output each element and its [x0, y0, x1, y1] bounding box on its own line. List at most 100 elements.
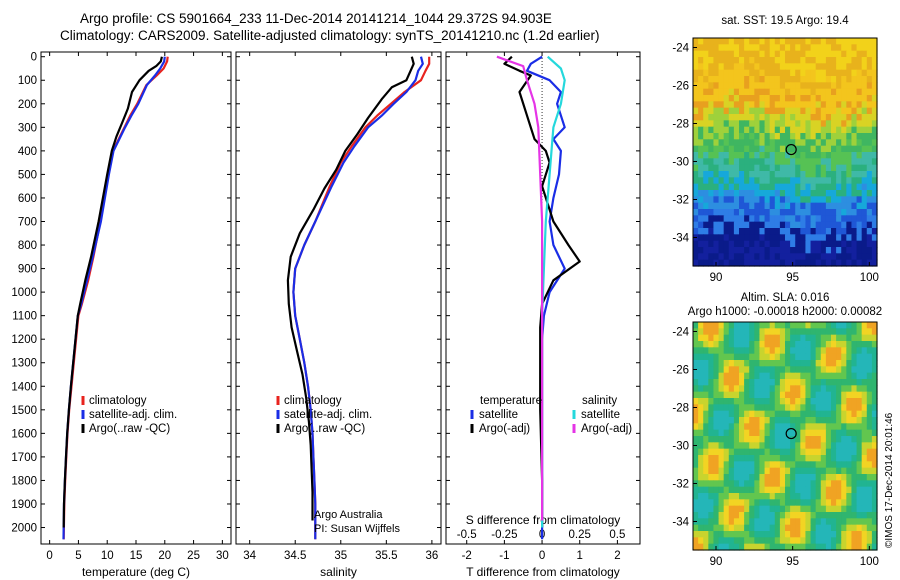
sla-map-cell: [733, 353, 740, 361]
temperature-x-tick-label: 15: [130, 550, 143, 562]
sla-map-cell: [856, 423, 863, 431]
sst-map-cell: [861, 38, 868, 45]
sla-map-cell: [810, 334, 817, 342]
sst-map-cell: [790, 57, 796, 64]
sst-map-cell: [836, 88, 842, 96]
sla-map-cell: [744, 404, 750, 412]
sla-map-cell: [708, 474, 715, 481]
sst-map-cell: [749, 259, 755, 267]
sst-map-cell: [841, 259, 847, 267]
sla-map-cell: [795, 518, 801, 526]
sst-map-cell: [795, 196, 801, 204]
sla-map-cell: [785, 429, 791, 437]
sst-map-cell: [754, 76, 761, 83]
sla-map-cell: [866, 366, 873, 374]
sst-map-cell: [805, 158, 812, 166]
sst-map-cell: [739, 221, 745, 229]
sst-map-cell: [795, 133, 801, 140]
sla-map-cell: [718, 531, 725, 538]
sla-map-cell: [693, 486, 699, 494]
sla-map-cell: [856, 334, 863, 342]
sst-map-cell: [779, 228, 786, 235]
sla-map-cell: [866, 442, 873, 450]
sst-map-cell: [861, 196, 868, 204]
sst-map-cell: [713, 158, 720, 166]
sla-map-cell: [831, 499, 837, 507]
sla-map-cell: [861, 461, 868, 469]
sla-map-cell: [785, 379, 791, 386]
sst-map-cell: [779, 139, 786, 147]
sla-map-cell: [820, 379, 827, 386]
sla-map-cell: [861, 347, 868, 355]
sst-map-cell: [703, 95, 709, 102]
sst-map-cell: [749, 63, 755, 71]
sst-map-cell: [708, 164, 715, 172]
sst-map-cell: [744, 57, 750, 64]
sla-map-cell: [810, 436, 817, 443]
sla-map-cell: [739, 372, 745, 380]
sst-map-cell: [749, 253, 755, 261]
sla-map-cell: [871, 442, 878, 450]
salinity-x-tick-label: 36: [425, 550, 438, 562]
sst-map-cell: [790, 107, 796, 115]
sla-map-cell: [708, 360, 715, 367]
sla-map-cell: [728, 372, 735, 380]
sst-map-cell: [703, 145, 709, 153]
sst-map-cell: [851, 171, 858, 178]
sla-map-cell: [723, 341, 730, 348]
sla-map-cell: [744, 493, 750, 500]
sla-map-cell: [871, 360, 878, 367]
sst-map-cell: [708, 253, 715, 261]
sst-map-cell: [779, 259, 786, 267]
sst-map-cell: [698, 50, 704, 58]
sla-map-cell: [749, 474, 755, 481]
sst-map-cell: [815, 171, 822, 178]
sst-map-cell: [713, 190, 720, 197]
sst-map-cell: [861, 133, 868, 140]
sst-map-cell: [769, 88, 776, 96]
sst-map-cell: [790, 50, 796, 58]
sst-map-cell: [795, 50, 801, 58]
sst-map-cell: [754, 240, 761, 248]
sla-map-cell: [846, 436, 853, 443]
sst-map-cell: [871, 57, 878, 64]
sst-map-cell: [856, 183, 863, 191]
sst-map-cell: [713, 126, 720, 134]
sst-map-cell: [785, 69, 791, 77]
sst-map-cell: [795, 69, 801, 77]
sla-map-cell: [723, 372, 730, 380]
sla-map-cell: [825, 524, 832, 532]
sst-map-cell: [774, 240, 781, 248]
panel-salinity: 34 34.5 35 35.5 36salinityclimatologysatelli…: [235, 51, 442, 579]
sla-map-cell: [800, 328, 807, 336]
sst-map-cell: [739, 101, 745, 109]
sla-map-cell: [774, 398, 781, 405]
sst-map-cell: [800, 133, 807, 140]
sla-map-cell: [703, 543, 709, 551]
sla-map-cell: [718, 512, 725, 519]
sst-map-cell: [774, 63, 781, 71]
sla-map-cell: [713, 486, 720, 494]
sla-map-cell: [856, 398, 863, 405]
sla-map-cell: [693, 512, 699, 519]
sla-map-cell: [825, 360, 832, 367]
sst-map-cell: [779, 95, 786, 102]
sla-map-cell: [861, 341, 868, 348]
sla-map-cell: [800, 461, 807, 469]
sla-map-cell: [698, 467, 704, 475]
sla-map-cell: [820, 341, 827, 348]
sst-map-cell: [836, 215, 842, 223]
sst-map-cell: [779, 253, 786, 261]
salinity-x-tick-label: 34: [243, 550, 256, 562]
sst-map-cell: [825, 183, 832, 191]
sla-map-cell: [754, 455, 761, 462]
sla-map-cell: [866, 512, 873, 519]
sla-map-cell: [769, 543, 776, 551]
sst-map-cell: [800, 95, 807, 102]
sla-map-cell: [728, 442, 735, 450]
sst-map-cell: [733, 171, 740, 178]
sst-map-cell: [836, 152, 842, 159]
sla-map-cell: [693, 423, 699, 431]
sst-map-cell: [785, 133, 791, 140]
sla-map-cell: [815, 474, 822, 481]
